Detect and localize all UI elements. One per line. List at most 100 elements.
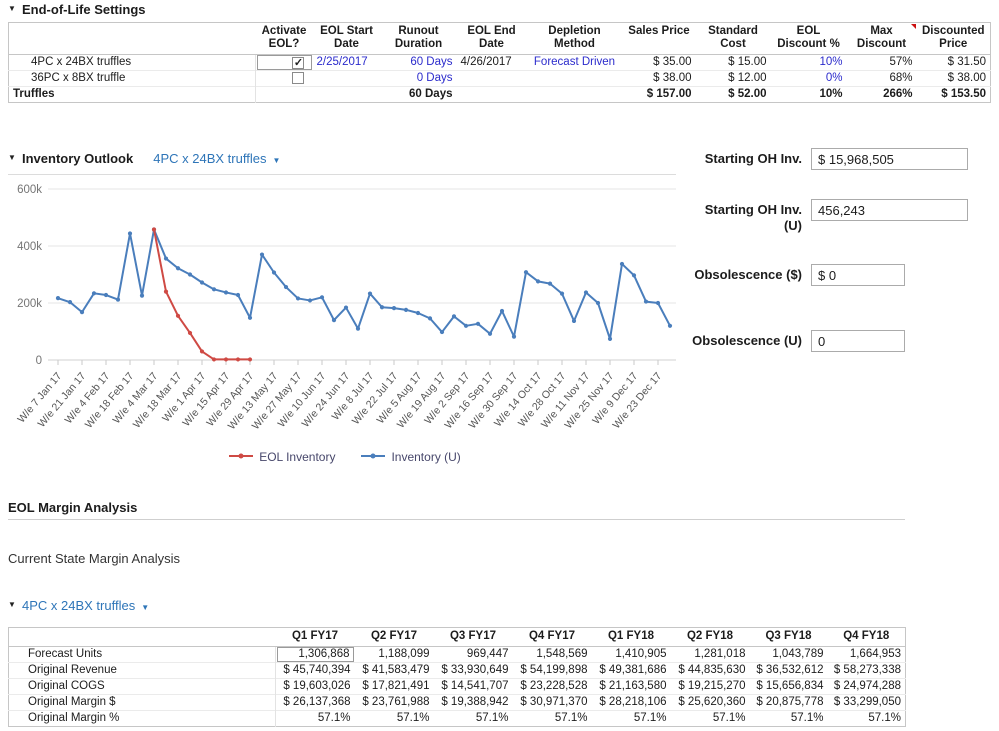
- row-label: Original Margin $: [8, 694, 276, 711]
- value-cell: 969,447: [466, 648, 509, 660]
- value-cell: 1,548,569: [536, 648, 588, 660]
- section-title: Inventory Outlook: [22, 151, 134, 166]
- data-point-marker: [619, 261, 625, 267]
- value-cell: 57.1%: [670, 710, 750, 727]
- activate-eol-checkbox[interactable]: [291, 71, 304, 84]
- data-point-marker: [583, 290, 589, 295]
- row-label: 36PC x 8BX truffle: [8, 70, 256, 87]
- data-point-marker: [523, 270, 529, 275]
- table-row: 36PC x 8BX truffle 0 Days $ 38.00 $ 12.00 0%…: [8, 70, 991, 87]
- field-label: Obsolescence ($): [694, 267, 802, 282]
- row-label: Truffles: [8, 86, 256, 103]
- divider: [8, 519, 905, 520]
- sales-price-cell: $ 157.00: [622, 86, 696, 103]
- obsolescence-input[interactable]: [811, 264, 905, 286]
- data-point-marker: [247, 315, 253, 320]
- data-point-marker: [667, 323, 673, 328]
- data-point-marker: [559, 291, 565, 296]
- data-point-marker: [235, 292, 241, 298]
- inventory-field: Starting OH Inv. (U): [690, 199, 968, 234]
- row-label: Original Revenue: [8, 662, 276, 679]
- data-point-marker: [199, 280, 205, 285]
- standard-cost-cell: $ 15.00: [728, 56, 767, 68]
- legend-label: EOL Inventory: [259, 450, 336, 464]
- data-point-marker: [475, 321, 481, 326]
- value-cell: 1,410,905: [615, 648, 667, 660]
- inventory-field: Obsolescence ($): [690, 264, 905, 286]
- data-point-marker: [103, 292, 109, 298]
- product-selector-dropdown[interactable]: 4PC x 24BX truffles ▼: [153, 151, 280, 166]
- value-cell: $ 33,299,050: [827, 694, 906, 711]
- product-selector-label: 4PC x 24BX truffles: [153, 151, 267, 166]
- value-cell: $ 23,228,528: [512, 678, 592, 695]
- value-cell: 57.1%: [749, 710, 828, 727]
- eol-discount-cell[interactable]: 0%: [770, 70, 847, 87]
- inventory-line: [57, 228, 671, 340]
- divider: [8, 174, 676, 175]
- y-axis-tick-label: 200k: [17, 298, 42, 310]
- legend-item[interactable]: EOL Inventory: [229, 450, 335, 464]
- discounted-price-cell: $ 38.00: [916, 70, 991, 87]
- data-point-marker: [283, 284, 289, 290]
- data-point-marker: [79, 310, 85, 315]
- starting-oh-inv-u-input[interactable]: [811, 199, 968, 221]
- row-label: Original COGS: [8, 678, 276, 695]
- value-cell[interactable]: 1,306,868: [276, 647, 355, 663]
- runout-cell: 60 Days: [380, 86, 457, 103]
- data-point-marker: [91, 291, 97, 296]
- value-cell: 57.1%: [354, 710, 434, 727]
- max-discount-cell: 68%: [846, 70, 917, 87]
- activate-eol-cell: [255, 86, 313, 103]
- data-point-marker: [211, 287, 217, 292]
- legend-item[interactable]: Inventory (U): [361, 450, 461, 464]
- starting-oh-inv-input[interactable]: [811, 148, 968, 170]
- table-row: Original COGS $ 19,603,026 $ 17,821,491 $ 1…: [8, 678, 906, 695]
- eol-discount-cell[interactable]: 10%: [819, 56, 843, 68]
- column-header: EOL Start Date: [312, 22, 381, 55]
- column-header: Discounted Price: [916, 22, 991, 55]
- obsolescence-u-input[interactable]: [811, 330, 905, 352]
- sales-price-cell: $ 38.00: [622, 70, 696, 87]
- data-point-marker: [379, 305, 385, 310]
- field-label: Starting OH Inv. (U): [704, 202, 802, 233]
- sales-price-cell: $ 35.00: [653, 56, 692, 68]
- collapse-arrow-icon[interactable]: ▼: [8, 4, 16, 13]
- collapse-arrow-icon[interactable]: ▼: [8, 153, 16, 162]
- data-point-marker: [163, 289, 169, 294]
- selected-cell-box[interactable]: [257, 55, 312, 71]
- value-cell: $ 49,381,686: [591, 662, 671, 679]
- legend-marker-icon: [361, 450, 386, 464]
- row-label: 4PC x 24BX truffles: [8, 54, 256, 71]
- eol-start-cell[interactable]: 2/25/2017: [316, 56, 368, 68]
- product-selector-dropdown[interactable]: 4PC x 24BX truffles ▼: [22, 598, 149, 613]
- runout-cell[interactable]: 0 Days: [380, 70, 457, 87]
- y-axis-tick-label: 400k: [17, 241, 42, 253]
- eol-end-cell: [456, 86, 527, 103]
- legend-label: Inventory (U): [391, 450, 461, 464]
- collapse-arrow-icon[interactable]: ▼: [8, 600, 16, 609]
- data-point-marker: [571, 318, 577, 324]
- table-row: Forecast Units 1,306,868 1,188,099 969,447 1…: [8, 646, 906, 663]
- column-header: EOL Discount %: [770, 22, 847, 55]
- column-header: Q4 FY17: [512, 627, 592, 647]
- runout-cell[interactable]: 60 Days: [410, 56, 453, 68]
- inventory-field: Obsolescence (U): [690, 330, 905, 352]
- column-header: Sales Price: [622, 22, 696, 55]
- column-header: Q1 FY18: [591, 627, 671, 647]
- data-point-marker: [607, 336, 613, 342]
- activate-eol-checkbox[interactable]: [291, 56, 305, 71]
- data-point-marker: [415, 310, 421, 316]
- value-cell: 1,188,099: [378, 648, 430, 660]
- data-point-marker: [235, 357, 241, 362]
- column-header: EOL End Date: [456, 22, 527, 55]
- value-cell: $ 26,137,368: [275, 694, 355, 711]
- depletion-cell[interactable]: Forecast Driven: [533, 56, 616, 68]
- y-axis-tick-label: 600k: [17, 184, 42, 196]
- eol-start-cell: [312, 86, 381, 103]
- column-header: Q3 FY17: [433, 627, 513, 647]
- editable-cell-box[interactable]: 1,306,868: [277, 647, 354, 662]
- data-point-marker: [175, 266, 181, 271]
- table-row: Original Revenue $ 45,740,394 $ 41,583,479…: [8, 662, 906, 679]
- value-cell: $ 41,583,479: [354, 662, 434, 679]
